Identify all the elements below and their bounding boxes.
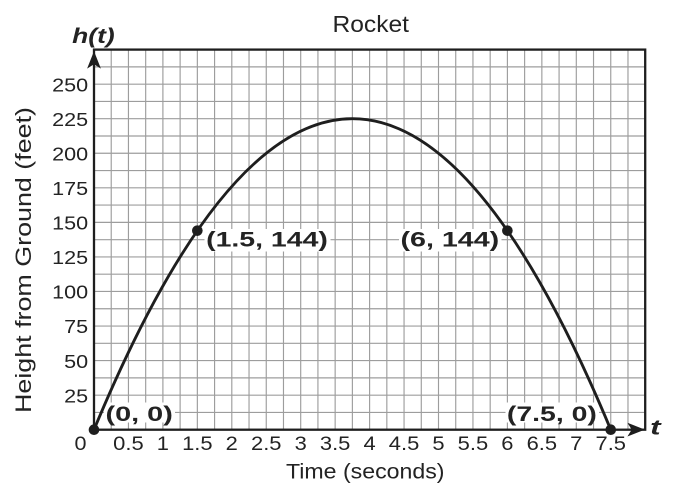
svg-text:7.5: 7.5 [596, 434, 627, 455]
svg-text:175: 175 [52, 178, 88, 199]
svg-text:t: t [650, 415, 662, 439]
svg-text:25: 25 [64, 385, 88, 406]
svg-text:250: 250 [52, 74, 88, 95]
svg-text:4.5: 4.5 [389, 434, 420, 455]
svg-text:3: 3 [295, 434, 307, 455]
svg-text:3.5: 3.5 [320, 434, 351, 455]
svg-text:h(t): h(t) [72, 25, 115, 48]
svg-text:50: 50 [64, 351, 88, 372]
svg-text:2: 2 [226, 434, 238, 455]
svg-text:Time (seconds): Time (seconds) [286, 460, 445, 483]
svg-text:7: 7 [570, 434, 582, 455]
svg-text:6: 6 [501, 434, 513, 455]
svg-text:150: 150 [52, 213, 88, 234]
svg-text:225: 225 [52, 109, 88, 130]
svg-text:5.5: 5.5 [458, 434, 489, 455]
svg-text:(1.5, 144): (1.5, 144) [206, 229, 328, 252]
svg-text:75: 75 [64, 316, 88, 337]
svg-text:6.5: 6.5 [527, 434, 558, 455]
svg-text:1: 1 [157, 434, 169, 455]
svg-text:(6, 144): (6, 144) [401, 229, 500, 252]
svg-text:Height from Ground (feet): Height from Ground (feet) [11, 107, 36, 413]
svg-text:2.5: 2.5 [251, 434, 282, 455]
svg-text:200: 200 [52, 143, 88, 164]
svg-text:4: 4 [364, 434, 377, 455]
svg-text:125: 125 [52, 247, 88, 268]
svg-text:1.5: 1.5 [182, 434, 213, 455]
svg-text:(7.5, 0): (7.5, 0) [507, 403, 597, 426]
svg-text:5: 5 [432, 434, 444, 455]
svg-text:100: 100 [52, 282, 88, 303]
svg-text:(0, 0): (0, 0) [106, 403, 173, 426]
svg-text:0: 0 [75, 434, 87, 455]
svg-text:0.5: 0.5 [113, 434, 144, 455]
svg-text:Rocket: Rocket [333, 11, 410, 37]
